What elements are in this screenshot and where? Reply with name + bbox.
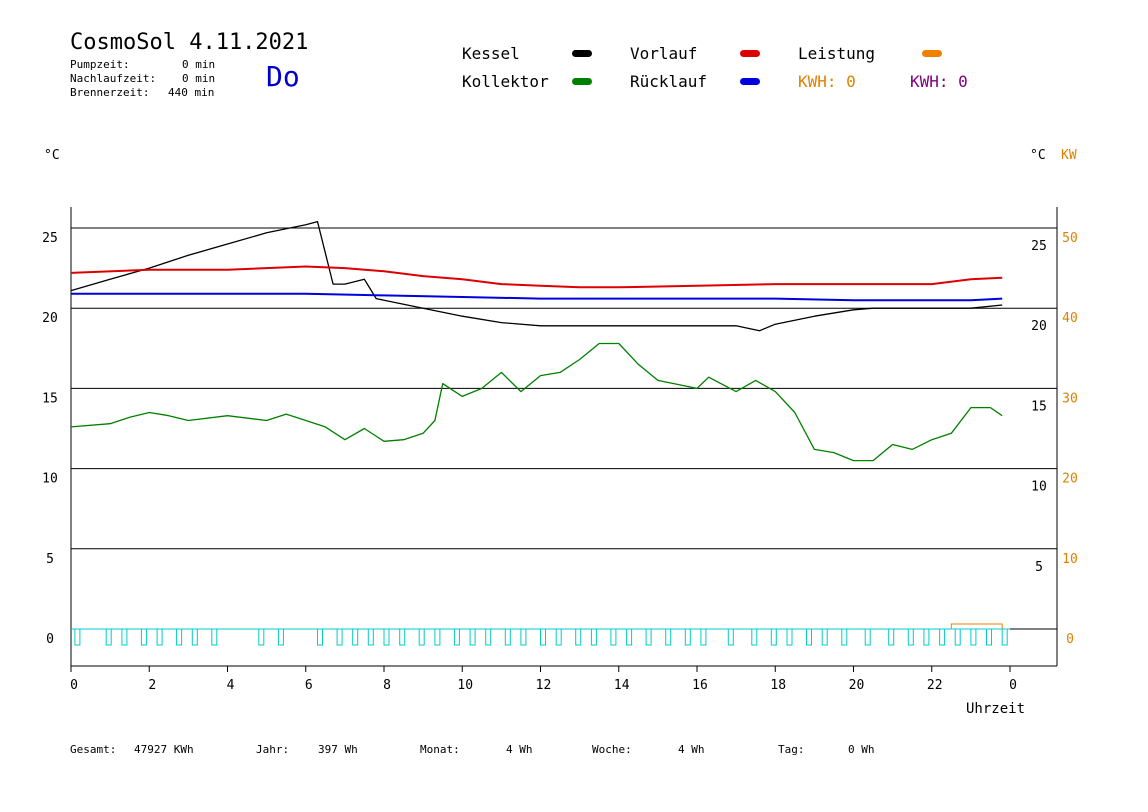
footer-monat-label: Monat: <box>420 743 460 756</box>
series-line-kollektor <box>70 342 1003 462</box>
series-line-rcklauf <box>71 292 1003 302</box>
y-tick-right-c-25: 25 <box>1031 239 1047 254</box>
x-tick-5: 10 <box>457 678 473 693</box>
footer-tag-value: 0 Wh <box>848 743 875 756</box>
x-tick-12: 0 <box>1009 678 1017 693</box>
y-tick-right-c-20: 20 <box>1031 319 1047 334</box>
stat-value-pumpzeit: 0 min <box>182 58 216 71</box>
footer-monat-value: 4 Wh <box>506 743 533 756</box>
legend-leistung-label: Leistung <box>798 44 876 63</box>
y-tick-right-kw-10: 10 <box>1062 552 1078 567</box>
y-tick-left-10: 10 <box>42 472 58 487</box>
legend-kollektor-label: Kollektor <box>462 72 549 91</box>
y-tick-left-25: 25 <box>42 231 58 246</box>
legend-kwh-purple: KWH: 0 <box>910 72 968 91</box>
weekday-label: Do <box>266 60 300 93</box>
x-tick-7: 14 <box>614 678 630 693</box>
legend-ruecklauf-label: Rücklauf <box>630 72 708 91</box>
y-tick-left-5: 5 <box>46 552 54 567</box>
stat-label-brennerzeit: Brennerzeit: <box>70 86 150 99</box>
x-tick-1: 2 <box>148 678 156 693</box>
y-tick-right-c-10: 10 <box>1031 480 1047 495</box>
x-tick-0: 0 <box>70 678 78 693</box>
footer-gesamt-value: 47927 KWh <box>134 743 194 756</box>
chart-title: CosmoSol 4.11.2021 <box>70 30 309 55</box>
legend-leistung-swatch <box>922 50 942 57</box>
footer-tag-label: Tag: <box>778 743 805 756</box>
y-tick-right-c-5: 5 <box>1035 560 1043 575</box>
x-tick-11: 22 <box>927 678 943 693</box>
x-tick-3: 6 <box>305 678 313 693</box>
legend-ruecklauf-swatch <box>740 78 760 85</box>
footer-woche-label: Woche: <box>592 743 632 756</box>
stat-value-nachlaufzeit: 0 min <box>182 72 216 85</box>
y-tick-right-kw-0: 0 <box>1066 632 1074 647</box>
right-unit-c-label: °C <box>1030 148 1046 163</box>
y-tick-left-0: 0 <box>46 632 54 647</box>
footer-jahr-label: Jahr: <box>256 743 290 756</box>
right-unit-kw-label: KW <box>1061 148 1077 163</box>
legend-kessel-label: Kessel <box>462 44 520 63</box>
y-tick-left-20: 20 <box>42 311 58 326</box>
leistung-trace <box>950 623 1003 629</box>
x-tick-9: 18 <box>770 678 786 693</box>
series-line-kessel <box>70 220 1003 332</box>
stat-value-brennerzeit: 440 min <box>168 86 215 99</box>
pump-pulse-trace <box>71 628 1010 646</box>
stat-label-nachlaufzeit: Nachlaufzeit: <box>70 72 157 85</box>
stat-label-pumpzeit: Pumpzeit: <box>70 58 130 71</box>
legend-kollektor-swatch <box>572 78 592 85</box>
series-line-vorlauf <box>70 265 1003 289</box>
footer-gesamt-label: Gesamt: <box>70 743 117 756</box>
footer-jahr-value: 397 Wh <box>318 743 358 756</box>
y-tick-left-15: 15 <box>42 391 58 406</box>
y-tick-right-kw-40: 40 <box>1062 311 1078 326</box>
legend-vorlauf-label: Vorlauf <box>630 44 698 63</box>
legend-kwh-orange: KWH: 0 <box>798 72 856 91</box>
legend-vorlauf-swatch <box>740 50 760 57</box>
x-tick-8: 16 <box>692 678 708 693</box>
x-tick-10: 20 <box>849 678 865 693</box>
legend-kessel-swatch <box>572 50 592 57</box>
x-tick-4: 8 <box>383 678 391 693</box>
y-tick-right-kw-50: 50 <box>1062 231 1078 246</box>
left-unit-label: °C <box>44 148 60 163</box>
y-tick-right-kw-20: 20 <box>1062 472 1078 487</box>
x-axis-label: Uhrzeit <box>966 701 1026 717</box>
y-tick-right-c-15: 15 <box>1031 399 1047 414</box>
x-tick-6: 12 <box>536 678 552 693</box>
footer-woche-value: 4 Wh <box>678 743 705 756</box>
y-tick-right-kw-30: 30 <box>1062 391 1078 406</box>
x-tick-2: 4 <box>227 678 235 693</box>
